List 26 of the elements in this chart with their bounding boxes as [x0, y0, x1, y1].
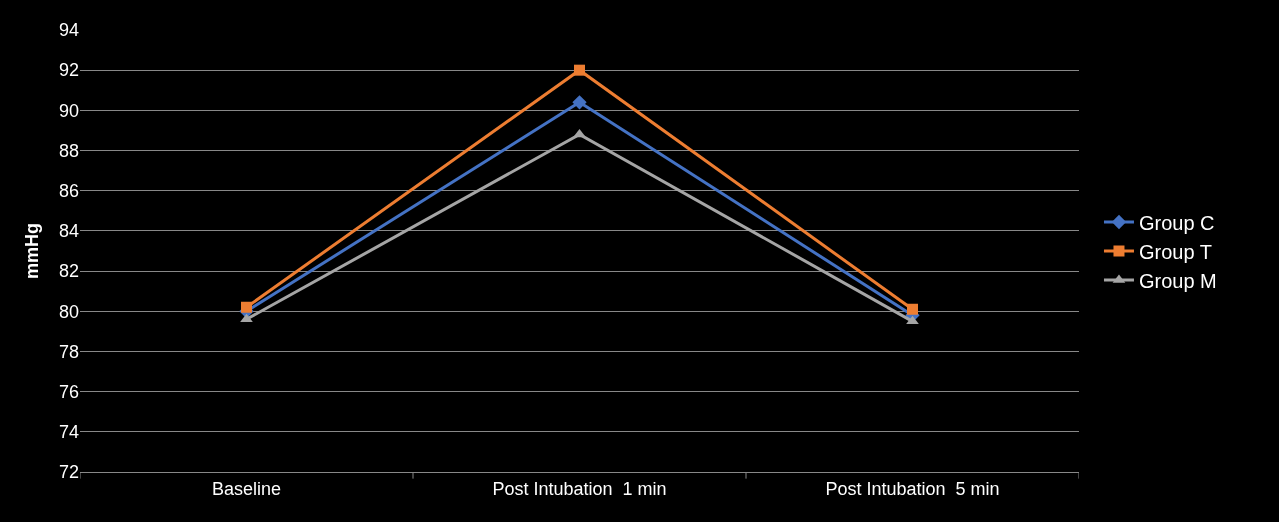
x-tick-label: Post Intubation 5 min — [825, 478, 1000, 499]
point — [572, 95, 587, 110]
y-tick-label: 72 — [58, 462, 79, 483]
point — [574, 64, 585, 76]
point — [240, 313, 253, 323]
y-tick-label: 88 — [58, 140, 79, 161]
legend-label: Group T — [1138, 240, 1212, 263]
y-tick-label: 80 — [58, 301, 79, 322]
y-tick-label: 78 — [58, 341, 79, 362]
y-tick-label: 94 — [58, 20, 79, 41]
y-tick-label: 90 — [58, 100, 79, 121]
point — [907, 303, 918, 315]
y-tick-label: 84 — [58, 221, 79, 242]
y-tick-label: 92 — [58, 60, 79, 81]
y-tick-label: 82 — [58, 261, 79, 282]
y-tick-label: 76 — [58, 381, 79, 402]
x-tick-label: Baseline — [211, 478, 282, 499]
y-tick-label: 86 — [58, 181, 79, 202]
y-axis-title: mmHg — [22, 222, 43, 280]
point — [906, 315, 919, 325]
point — [573, 128, 586, 138]
point — [241, 301, 252, 313]
y-tick-label: 74 — [58, 422, 79, 443]
x-tick-label: Post Intubation 1 min — [492, 478, 667, 499]
legend-label: Group M — [1138, 269, 1217, 292]
legend-label: Group C — [1138, 211, 1215, 234]
